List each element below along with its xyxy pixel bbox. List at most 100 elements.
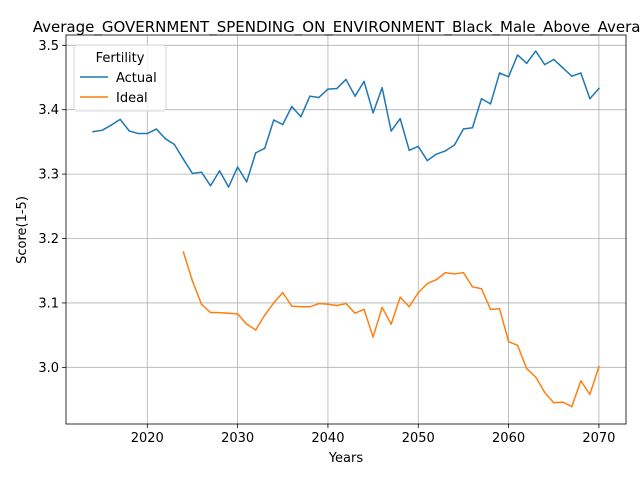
data-point-actual: [119, 118, 121, 121]
data-point-actual: [345, 78, 347, 81]
y-tick-label: 3.3: [38, 168, 59, 183]
x-tick-label: 2070: [582, 431, 615, 446]
data-point-actual: [480, 98, 483, 100]
data-point-ideal: [245, 323, 248, 325]
data-point-ideal: [318, 302, 320, 305]
data-point-actual: [227, 186, 230, 188]
data-point-ideal: [200, 303, 203, 305]
data-point-actual: [254, 152, 257, 154]
data-point-actual: [128, 130, 130, 132]
data-point-actual: [589, 98, 591, 100]
data-point-ideal: [489, 308, 492, 311]
data-point-actual: [435, 153, 438, 155]
data-point-ideal: [408, 306, 410, 308]
data-point-ideal: [426, 282, 429, 285]
x-tick-label: 2030: [221, 431, 254, 446]
data-point-ideal: [498, 307, 501, 310]
data-point-ideal: [191, 280, 194, 282]
data-point-ideal: [417, 291, 420, 294]
data-point-actual: [453, 144, 456, 146]
data-point-actual: [92, 130, 94, 133]
y-tick-label: 3.2: [38, 232, 59, 247]
data-point-ideal: [507, 340, 510, 343]
data-point-actual: [516, 54, 519, 56]
data-point-actual: [598, 87, 600, 90]
y-tick-label: 3.1: [38, 296, 59, 311]
data-point-actual: [471, 126, 474, 129]
data-point-ideal: [227, 312, 230, 314]
data-point-ideal: [263, 314, 266, 316]
data-point-actual: [263, 147, 266, 150]
data-point-actual: [101, 129, 103, 132]
data-point-actual: [534, 50, 537, 52]
data-point-ideal: [272, 302, 275, 304]
axis-ticks: 2020 2030 2040 2050 2060 2070 3.0 3.1 3.2 3.3 3.4 3…: [38, 39, 615, 446]
data-point-actual: [543, 63, 546, 66]
data-point-ideal: [534, 376, 537, 378]
data-point-actual: [507, 76, 510, 78]
data-point-ideal: [345, 302, 347, 305]
data-point-ideal: [291, 305, 293, 307]
data-point-actual: [462, 128, 465, 130]
data-point-actual: [200, 171, 203, 173]
data-point-ideal: [435, 278, 438, 281]
data-point-actual: [444, 150, 447, 152]
data-point-actual: [525, 62, 528, 65]
data-point-actual: [291, 105, 293, 108]
series-lines: [92, 50, 600, 408]
data-point-ideal: [571, 405, 573, 408]
legend-label-ideal: Ideal: [116, 91, 148, 106]
grid: [66, 35, 626, 424]
data-point-actual: [146, 132, 149, 135]
legend-box: [73, 44, 167, 112]
chart-title: Average_GOVERNMENT_SPENDING_ON_ENVIRONME…: [33, 18, 640, 37]
data-point-actual: [155, 128, 158, 130]
data-point-actual: [245, 181, 248, 183]
data-point-ideal: [381, 306, 383, 309]
plot-frame: [65, 34, 627, 425]
data-point-actual: [417, 145, 420, 148]
data-point-ideal: [552, 402, 555, 404]
data-point-actual: [164, 137, 167, 140]
data-point-ideal: [182, 251, 185, 253]
data-point-actual: [562, 67, 564, 69]
data-point-ideal: [516, 344, 519, 347]
data-point-actual: [137, 132, 140, 135]
x-tick-label: 2060: [492, 431, 525, 446]
data-point-actual: [318, 96, 320, 99]
data-point-actual: [327, 88, 329, 90]
data-point-actual: [363, 80, 365, 83]
data-point-actual: [209, 184, 212, 187]
y-tick-label: 3.5: [38, 39, 59, 54]
data-point-actual: [309, 95, 311, 97]
data-point-ideal: [589, 393, 591, 396]
data-point-ideal: [480, 288, 483, 290]
data-point-actual: [182, 158, 185, 161]
data-point-actual: [110, 124, 112, 126]
data-point-actual: [191, 172, 194, 175]
data-point-actual: [173, 143, 176, 146]
y-tick-label: 3.0: [38, 361, 59, 376]
data-point-actual: [336, 87, 338, 90]
data-point-ideal: [300, 306, 302, 308]
data-point-ideal: [336, 304, 338, 307]
y-axis-label: Score(1-5): [15, 196, 30, 264]
x-tick-label: 2020: [131, 431, 164, 446]
data-point-actual: [498, 72, 501, 74]
data-point-actual: [272, 119, 275, 121]
data-point-actual: [489, 103, 492, 105]
data-point-actual: [354, 95, 356, 97]
x-tick-label: 2050: [402, 431, 435, 446]
data-point-ideal: [363, 308, 365, 311]
x-tick-label: 2040: [311, 431, 344, 446]
data-point-actual: [218, 170, 221, 172]
legend: Fertility Actual Ideal: [73, 44, 167, 112]
data-point-actual: [282, 123, 284, 126]
data-point-ideal: [236, 313, 239, 315]
data-point-ideal: [390, 323, 392, 325]
data-point-ideal: [543, 391, 546, 394]
data-point-ideal: [399, 296, 401, 298]
data-point-ideal: [598, 365, 600, 368]
data-point-actual: [236, 166, 239, 168]
data-point-ideal: [453, 273, 456, 275]
